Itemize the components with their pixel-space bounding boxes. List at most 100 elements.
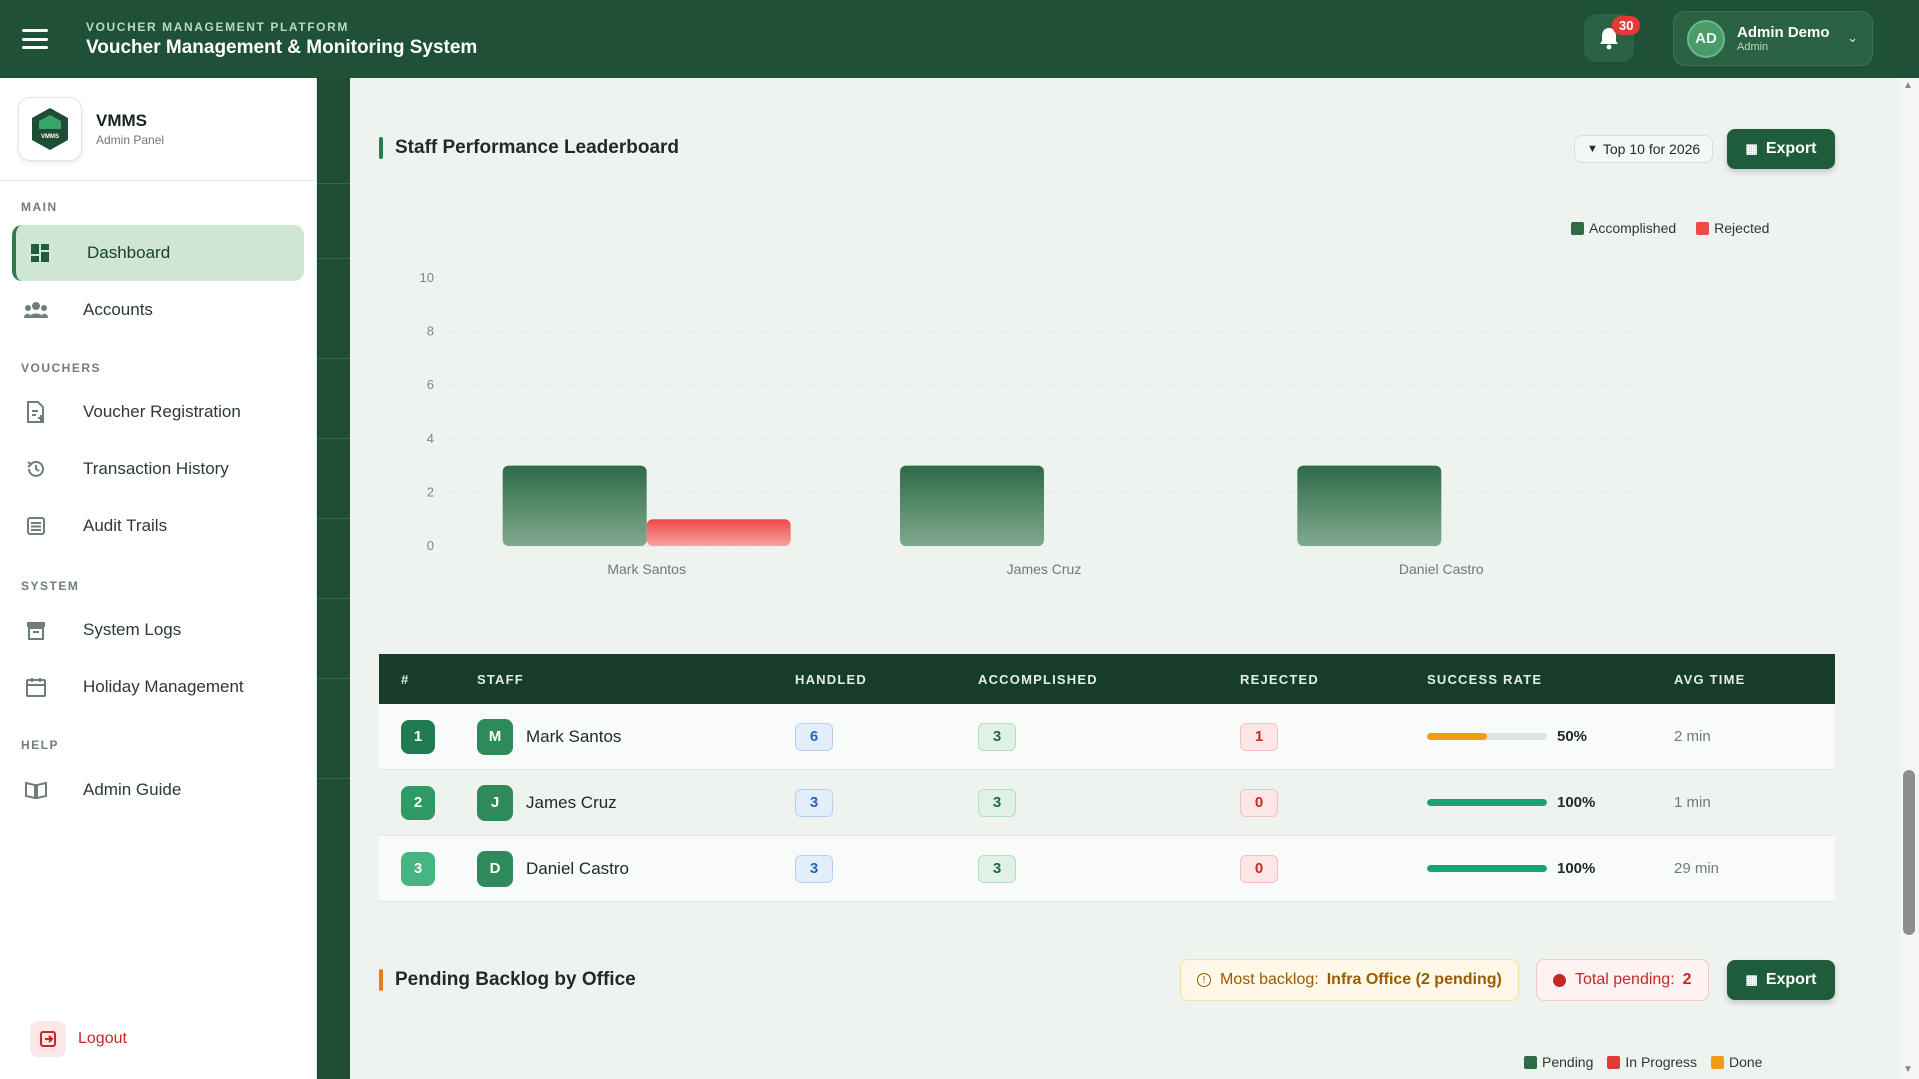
content-edge-strip xyxy=(317,78,350,1079)
sidebar-item-label: Admin Guide xyxy=(83,780,182,799)
scroll-down-arrow-icon[interactable]: ▼ xyxy=(1903,1064,1913,1075)
legend-swatch-pending xyxy=(1524,1055,1537,1069)
y-tick-label: 10 xyxy=(420,270,434,285)
sidebar-item-holiday-management[interactable]: Holiday Management xyxy=(12,659,304,715)
user-menu[interactable]: AD Admin Demo Admin ⌄ xyxy=(1673,11,1873,66)
bell-icon xyxy=(1600,28,1618,50)
sidebar-item-accounts[interactable]: Accounts xyxy=(12,282,304,338)
sidebar-logo-row: VMMS VMMS Admin Panel xyxy=(0,78,316,181)
accomplished-chip: 3 xyxy=(978,722,1016,751)
chevron-down-icon: ⌄ xyxy=(1847,30,1858,45)
logout-button[interactable]: Logout xyxy=(30,1021,127,1057)
list-icon xyxy=(22,517,50,535)
table-header: # STAFF HANDLED ACCOMPLISHED REJECTED SU… xyxy=(379,654,1835,704)
legend-accomplished: Accomplished xyxy=(1589,220,1677,236)
bar-accomplished xyxy=(502,465,647,546)
staff-avatar: D xyxy=(477,850,513,887)
total-pending-label: Total pending: xyxy=(1575,971,1675,988)
leaderboard-export-button[interactable]: ▦ Export xyxy=(1727,129,1835,169)
sidebar-item-label: System Logs xyxy=(83,620,182,639)
col-rejected: REJECTED xyxy=(1240,671,1319,687)
calendar-icon xyxy=(22,677,50,697)
rank-badge: 1 xyxy=(401,719,435,754)
legend-done: Done xyxy=(1728,1054,1763,1070)
pie-chart-icon xyxy=(1553,973,1566,987)
legend-swatch-done xyxy=(1710,1055,1724,1069)
sidebar-item-label: Holiday Management xyxy=(83,677,244,696)
hamburger-menu-icon[interactable] xyxy=(22,29,48,49)
success-rate-fill xyxy=(1427,733,1487,740)
col-staff: STAFF xyxy=(477,671,524,687)
book-icon xyxy=(22,781,50,799)
section-main: MAIN xyxy=(21,200,58,214)
table-body: 1 M Mark Santos 6 3 1 50% 2 min 2 J James Cruz 3 3 0 1… xyxy=(379,704,1835,902)
file-add-icon xyxy=(22,401,50,423)
success-rate-bar xyxy=(1427,799,1547,806)
sidebar-item-voucher-registration[interactable]: Voucher Registration xyxy=(12,384,304,440)
export-label: Export xyxy=(1765,971,1817,988)
rank-badge: 3 xyxy=(401,851,435,886)
section-vouchers: VOUCHERS xyxy=(21,361,102,375)
sidebar-item-audit-trails[interactable]: Audit Trails xyxy=(12,498,304,554)
y-tick-label: 2 xyxy=(427,484,434,499)
leaderboard-chart: 0 2 4 6 8 10 Mark Santos James Cruz Daniel Castr… xyxy=(420,270,1640,577)
sidebar-item-dashboard[interactable]: Dashboard xyxy=(12,225,304,281)
most-backlog-label: Most backlog: xyxy=(1220,971,1319,988)
backlog-export-button[interactable]: ▦ Export xyxy=(1727,960,1835,1000)
dashboard-icon xyxy=(26,243,54,263)
legend-swatch-rejected xyxy=(1696,221,1710,235)
sidebar-subtitle: Admin Panel xyxy=(96,133,165,147)
handled-chip: 3 xyxy=(795,788,833,817)
col-avg-time: AVG TIME xyxy=(1674,671,1746,687)
table-row: 1 M Mark Santos 6 3 1 50% 2 min xyxy=(379,704,1835,770)
scrollbar-thumb[interactable] xyxy=(1903,770,1915,935)
accomplished-chip: 3 xyxy=(978,788,1016,817)
logout-icon xyxy=(30,1021,66,1057)
notifications-button[interactable]: 30 xyxy=(1584,14,1641,62)
success-rate-value: 100% xyxy=(1557,794,1596,811)
rejected-chip: 0 xyxy=(1240,788,1278,817)
avg-time: 1 min xyxy=(1674,794,1711,811)
section-system: SYSTEM xyxy=(21,579,80,593)
bar-accomplished xyxy=(900,465,1044,546)
col-rank: # xyxy=(401,671,410,687)
staff-name: Mark Santos xyxy=(526,726,622,746)
success-rate-fill xyxy=(1427,799,1547,806)
x-tick-label: James Cruz xyxy=(1007,561,1082,577)
logout-label: Logout xyxy=(78,1030,127,1047)
leaderboard-title: Staff Performance Leaderboard xyxy=(379,137,679,159)
sidebar-title: VMMS xyxy=(96,111,147,130)
success-rate-value: 50% xyxy=(1557,728,1588,745)
sidebar-item-admin-guide[interactable]: Admin Guide xyxy=(12,762,304,818)
user-role: Admin xyxy=(1737,41,1769,53)
export-label: Export xyxy=(1765,140,1817,157)
col-success-rate: SUCCESS RATE xyxy=(1427,671,1543,687)
rejected-chip: 1 xyxy=(1240,722,1278,751)
spreadsheet-icon: ▦ xyxy=(1745,141,1758,156)
sidebar-item-transaction-history[interactable]: Transaction History xyxy=(12,441,304,497)
platform-label: VOUCHER MANAGEMENT PLATFORM xyxy=(86,19,349,34)
info-icon: ! xyxy=(1197,973,1211,987)
leaderboard-title-text: Staff Performance Leaderboard xyxy=(395,137,680,158)
scroll-up-arrow-icon[interactable]: ▲ xyxy=(1903,80,1913,91)
backlog-legend: Pending In Progress Done xyxy=(1524,1054,1762,1070)
app-title: Voucher Management & Monitoring System xyxy=(86,36,478,58)
bar-rejected xyxy=(646,519,791,546)
most-backlog-value: Infra Office (2 pending) xyxy=(1326,971,1502,988)
rejected-chip: 0 xyxy=(1240,854,1278,883)
sidebar-item-system-logs[interactable]: System Logs xyxy=(12,602,304,658)
sidebar-item-label: Dashboard xyxy=(87,243,171,262)
handled-chip: 6 xyxy=(795,722,833,751)
y-tick-label: 8 xyxy=(427,324,434,339)
staff-name: James Cruz xyxy=(526,792,617,812)
section-help: HELP xyxy=(21,738,60,752)
legend-swatch-in-progress xyxy=(1607,1055,1621,1069)
rank-badge: 2 xyxy=(401,785,435,820)
legend-pending: Pending xyxy=(1542,1054,1594,1070)
x-tick-label: Mark Santos xyxy=(607,561,686,577)
staff-avatar: M xyxy=(477,718,513,755)
success-rate-bar xyxy=(1427,733,1547,740)
main-content xyxy=(350,78,1862,1079)
legend-rejected: Rejected xyxy=(1714,220,1770,236)
sidebar: VMMS VMMS Admin Panel MAIN Dashboard Acc… xyxy=(0,78,317,1079)
